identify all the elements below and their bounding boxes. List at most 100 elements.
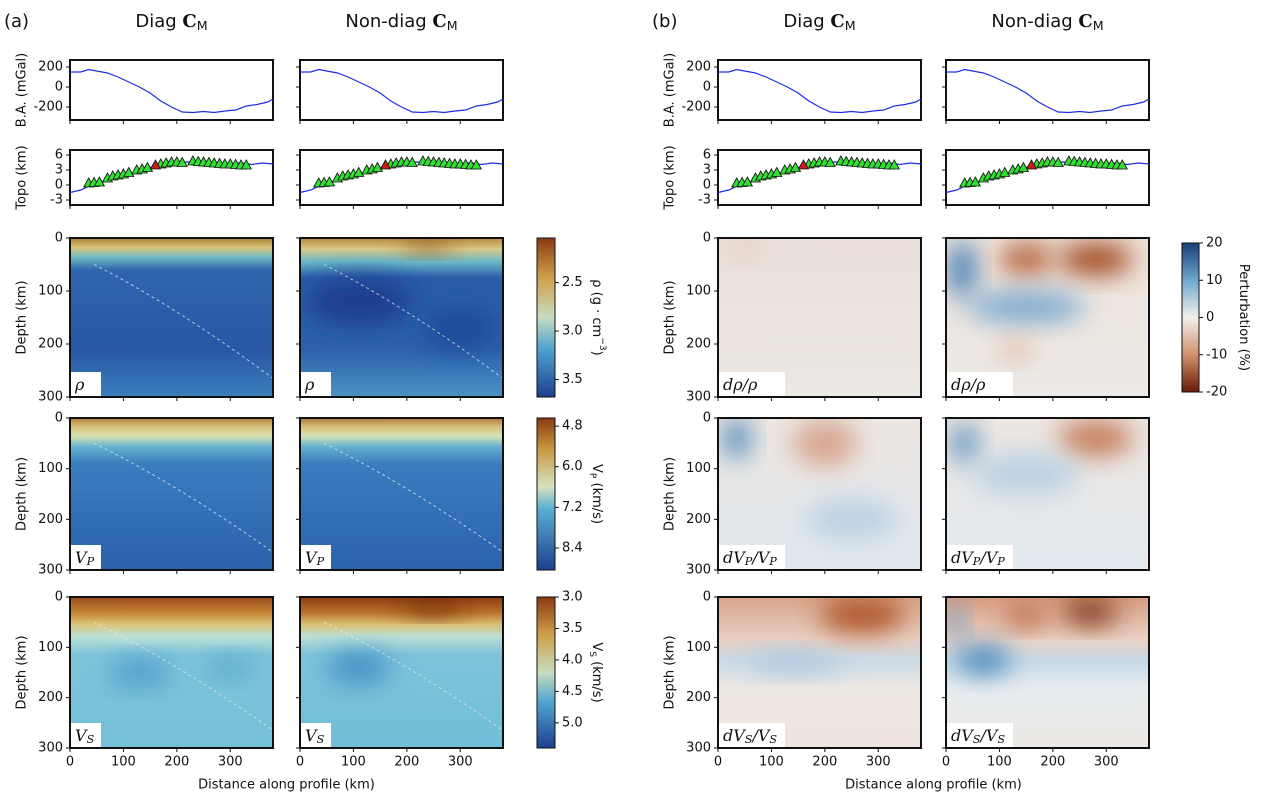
text-sub: S [588, 651, 598, 657]
x-tick-label: 300 [448, 755, 473, 770]
station-marker [470, 159, 482, 170]
inset-box [719, 545, 785, 569]
plot-frame [299, 149, 504, 206]
text-part: V [305, 548, 318, 567]
text-part: /V [750, 548, 770, 567]
volcano-marker [797, 159, 810, 170]
gravity-line [300, 68, 504, 114]
text-part: Diag [783, 11, 830, 32]
anomaly [792, 420, 857, 467]
column-title: Non-diag CM​ [345, 11, 457, 33]
inset-box [301, 545, 331, 569]
text-part: dV [951, 548, 974, 567]
text-sub: S [317, 733, 325, 746]
plot-frame [299, 59, 504, 121]
y-tick-label: 200 [38, 60, 63, 75]
text-part: dV [951, 726, 974, 745]
section-image [946, 238, 1149, 397]
text-part: ρ [74, 375, 85, 394]
inset-box [719, 372, 785, 396]
y-tick-label: 300 [686, 741, 711, 756]
y-tick-label: 100 [686, 461, 711, 476]
inset-box [301, 723, 331, 747]
x-tick-label: 200 [394, 755, 419, 770]
text-sub: S [769, 733, 777, 746]
text-sub: M [197, 18, 208, 33]
colorbar-tick-label: 2.5 [562, 275, 583, 290]
colorbar [536, 237, 556, 398]
colorbar-tick-label: 4.0 [562, 652, 583, 667]
text-sub: P [744, 555, 753, 568]
anomaly [326, 652, 391, 683]
section-background [300, 418, 503, 570]
text-sub: P [86, 555, 95, 568]
text-sub: P [768, 555, 777, 568]
y-tick-label: 100 [38, 284, 63, 299]
text-part: dρ/ρ [951, 375, 986, 394]
y-tick-label: 3 [703, 163, 711, 178]
text-sub: P [316, 555, 325, 568]
inset-label: dVP​/VP​ [723, 548, 777, 569]
anomaly [744, 652, 841, 673]
x-tick-label: 0 [66, 755, 74, 770]
section-background [70, 238, 273, 397]
x-tick-label: 0 [296, 755, 304, 770]
y-tick-label: 0 [703, 411, 711, 426]
gravity-line [718, 68, 922, 114]
text-sub: M [1093, 18, 1104, 33]
colorbar-tick-label: 3.0 [562, 590, 583, 605]
anomaly [401, 238, 455, 252]
slab-trace [323, 442, 503, 553]
plot-frame [945, 149, 1150, 206]
y-tick-label: 0 [55, 80, 63, 95]
text-part: /V [978, 548, 998, 567]
section-image [718, 597, 921, 748]
anomaly [203, 657, 257, 678]
colorbar [536, 596, 556, 749]
station-marker [824, 156, 836, 167]
x-tick-label: 300 [218, 755, 243, 770]
text-part: V [75, 726, 88, 745]
text-part: dρ/ρ [723, 375, 758, 394]
station-marker [1116, 159, 1128, 170]
y-axis-label: Depth (km) [663, 457, 678, 531]
text-sub: M [447, 18, 458, 33]
text-part: V [75, 548, 88, 567]
y-axis-label: Depth (km) [15, 280, 30, 354]
text-sub: P [996, 555, 1005, 568]
text-part: /V [750, 726, 770, 745]
text-bold: C [1078, 11, 1092, 32]
inset-box [301, 372, 331, 396]
volcano-marker [379, 159, 392, 170]
inset-box [947, 545, 1013, 569]
plot-frame [717, 59, 922, 121]
anomaly [999, 338, 1032, 360]
y-tick-label: 200 [38, 337, 63, 352]
inset-box [947, 723, 1013, 747]
inset-label: dVS​/VS​ [951, 726, 1005, 747]
slab-trace [93, 621, 273, 731]
section-image [718, 238, 921, 397]
text-part: V [305, 726, 318, 745]
plot-frame [69, 596, 274, 749]
text-part: V [590, 464, 605, 473]
text-bold: C [432, 11, 446, 32]
inset-label: ρ [74, 375, 85, 394]
anomaly [422, 306, 498, 350]
plot-frame [299, 237, 504, 398]
gravity-line [946, 68, 1150, 114]
x-tick-label: 200 [1040, 755, 1065, 770]
volcano-marker [1025, 159, 1038, 170]
colorbar-tick-label: 5.0 [562, 715, 583, 730]
station-marker [1052, 156, 1064, 167]
x-tick-label: 100 [111, 755, 136, 770]
inset-label: dVS​/VS​ [723, 726, 777, 747]
panel-label: (a) [4, 11, 29, 32]
plot-frame [69, 417, 274, 571]
text-sub: S [87, 733, 95, 746]
anomaly [401, 599, 466, 615]
inset-label: dρ/ρ [723, 375, 758, 394]
y-tick-label: 300 [38, 390, 63, 405]
y-tick-label: -3 [50, 193, 63, 208]
y-tick-label: 0 [55, 590, 63, 605]
